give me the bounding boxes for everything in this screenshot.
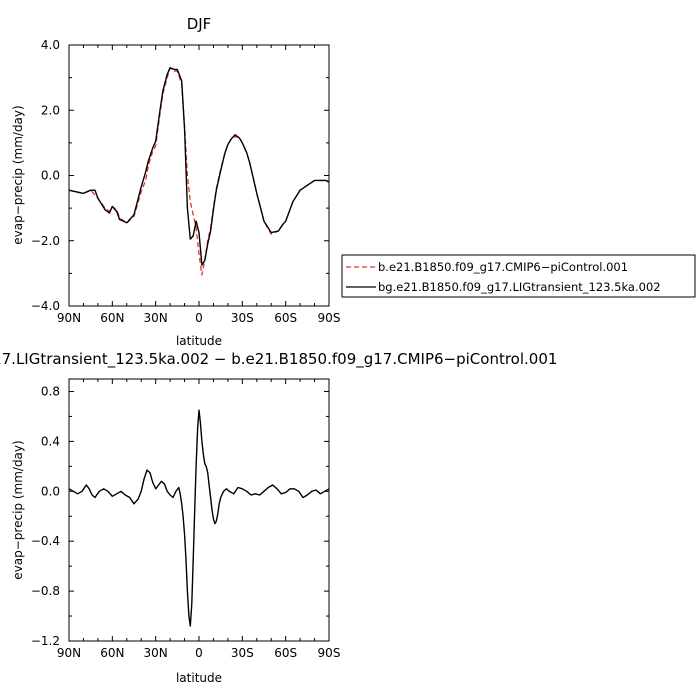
top-panel-series-layer <box>68 67 330 276</box>
top-panel-ylabel: evap−precip (mm/day) <box>11 105 25 244</box>
top-panel-axes: 90N 60N 30N 0 30S 60S 90S −4.0 −2.0 0.0 2.0 4.0 <box>31 38 341 325</box>
series-line-control-0-0 <box>68 67 330 276</box>
top-panel: DJF evap−precip (mm/day) latitude 90N 60N… <box>11 15 340 348</box>
bottom-panel-axes: 90N 60N 30N 0 30S 60S 90S −1.2 −0.8 −0.4 0.0 0.4 0.8 <box>31 379 341 660</box>
x-tick-label: 60S <box>274 311 297 325</box>
x-tick-label: 30N <box>144 311 168 325</box>
legend-box <box>341 254 696 298</box>
y-tick-label: 0.8 <box>41 384 60 398</box>
x-tick-label: 60S <box>274 646 297 660</box>
bottom-panel-xlabel: latitude <box>176 671 222 685</box>
legend-label-lig: bg.e21.B1850.f09_g17.LIGtransient_123.5k… <box>378 280 661 294</box>
bottom-panel-ylabel: evap−precip (mm/day) <box>11 440 25 579</box>
x-tick-label: 30S <box>231 311 254 325</box>
legend: b.e21.B1850.f09_g17.CMIP6−piControl.001 … <box>341 254 696 298</box>
x-tick-label: 90N <box>57 311 81 325</box>
y-tick-label: 0.0 <box>41 169 60 183</box>
y-tick-label: 2.0 <box>41 103 60 117</box>
bottom-panel-title: bg.e21.B1850.f09_g17.LIGtransient_123.5k… <box>0 350 557 369</box>
y-tick-label: 0.0 <box>41 484 60 498</box>
x-tick-label: 30S <box>231 646 254 660</box>
series-line-lig-0-1 <box>68 67 330 266</box>
y-tick-label: 0.4 <box>41 434 60 448</box>
top-panel-xlabel: latitude <box>176 334 222 348</box>
x-tick-label: 30N <box>144 646 168 660</box>
y-tick-label: 4.0 <box>41 38 60 52</box>
y-tick-label: −4.0 <box>31 299 60 313</box>
y-tick-label: −1.2 <box>31 634 60 648</box>
bottom-panel-series-layer <box>68 409 330 627</box>
x-tick-label: 0 <box>195 311 203 325</box>
series-line-lig-1-0 <box>68 409 330 627</box>
top-panel-title: DJF <box>187 15 212 33</box>
top-panel-frame <box>68 44 330 307</box>
x-tick-label: 0 <box>195 646 203 660</box>
x-tick-label: 90S <box>318 311 341 325</box>
x-tick-label: 90S <box>318 646 341 660</box>
x-tick-label: 60N <box>100 646 124 660</box>
legend-label-control: b.e21.B1850.f09_g17.CMIP6−piControl.001 <box>378 260 628 274</box>
x-tick-label: 60N <box>100 311 124 325</box>
y-tick-label: −2.0 <box>31 234 60 248</box>
bottom-panel: bg.e21.B1850.f09_g17.LIGtransient_123.5k… <box>0 350 557 685</box>
y-tick-label: −0.8 <box>31 584 60 598</box>
y-tick-label: −0.4 <box>31 534 60 548</box>
x-tick-label: 90N <box>57 646 81 660</box>
